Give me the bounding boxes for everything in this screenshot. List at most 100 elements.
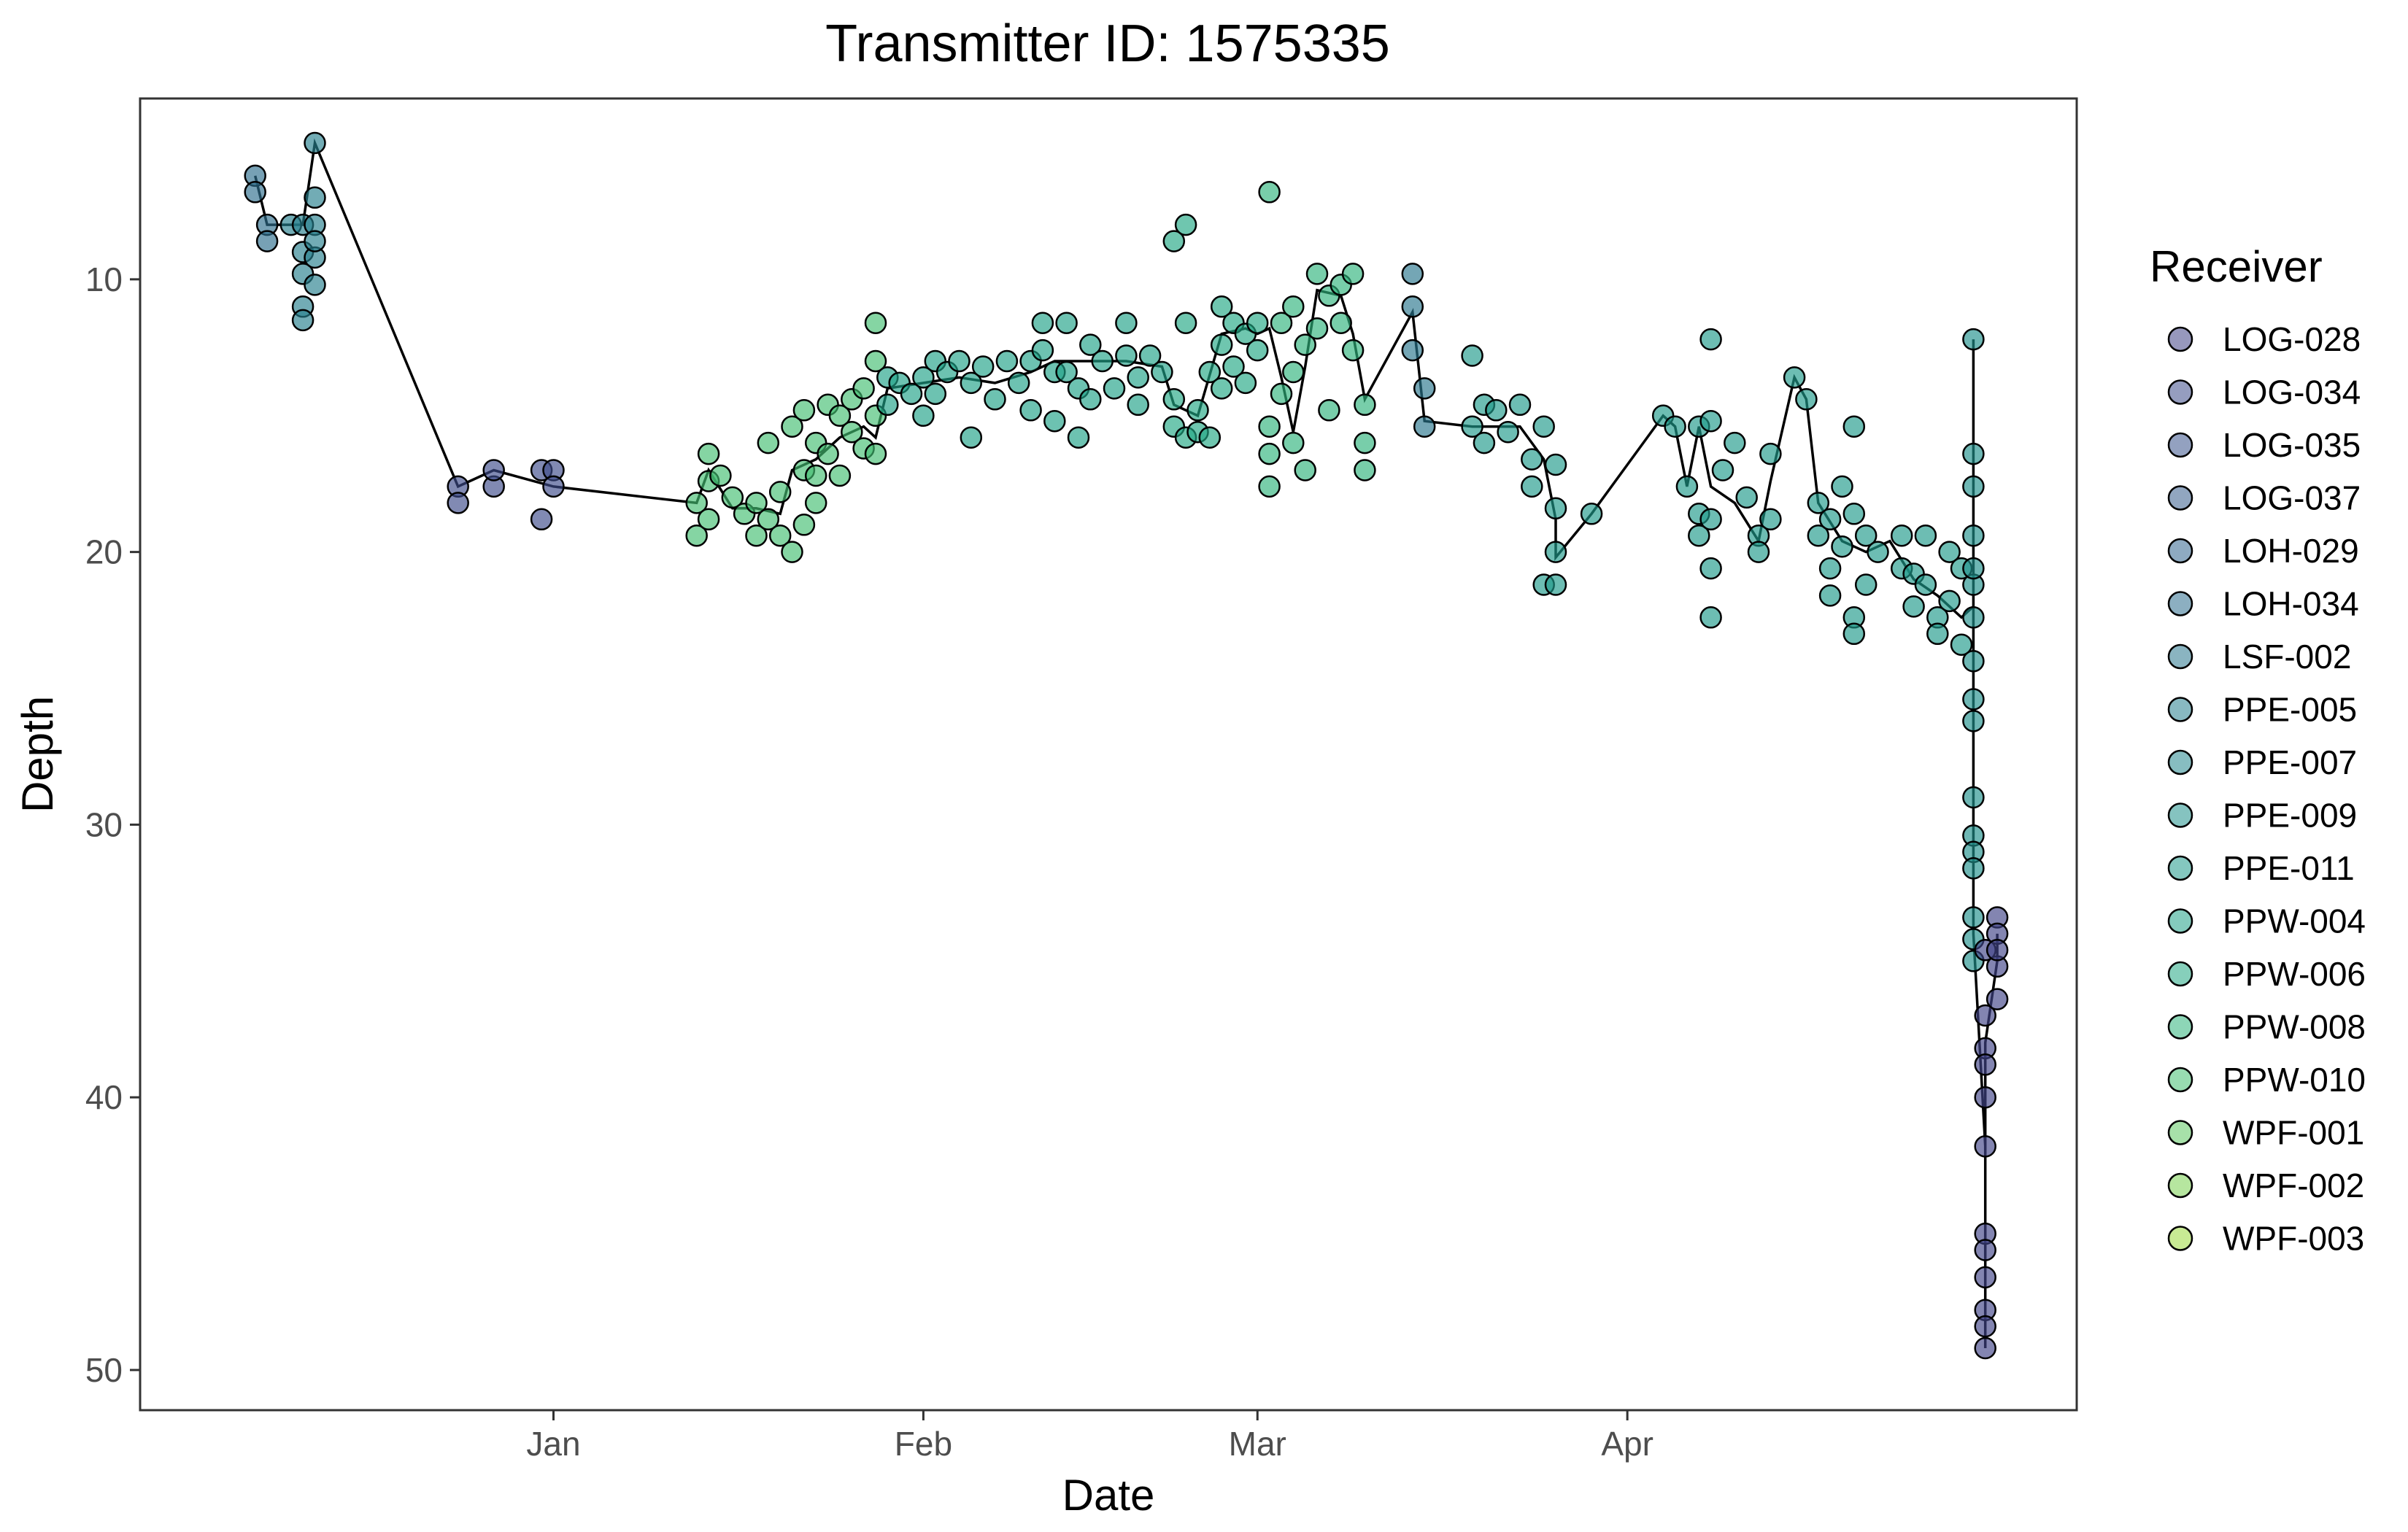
detection-point <box>864 349 887 373</box>
detection-point <box>1735 486 1758 509</box>
detection-point <box>685 492 708 514</box>
detection-point <box>1019 399 1042 422</box>
detection-point <box>1174 312 1197 334</box>
detection-point <box>1270 382 1293 406</box>
detection-point <box>1842 622 1866 646</box>
detection-point <box>1079 333 1102 356</box>
legend-item-loh-029: LOH-029 <box>2167 532 2359 570</box>
detection-point <box>1724 431 1746 454</box>
detection-point <box>1544 541 1567 563</box>
legend-item-ppe-005: PPE-005 <box>2167 691 2357 729</box>
detection-point <box>1747 541 1770 563</box>
series-ppe-011 <box>1461 328 1973 656</box>
legend-item-ppe-011: PPE-011 <box>2167 849 2355 887</box>
series-log-028 <box>1974 906 2009 1360</box>
legend-key <box>2167 1226 2193 1251</box>
detection-point <box>1818 584 1842 607</box>
detection-point <box>1818 508 1842 531</box>
detection-point <box>792 399 816 422</box>
detection-point <box>304 186 326 209</box>
detection-point <box>852 377 875 400</box>
detection-point <box>1974 1336 1996 1360</box>
detection-point <box>1974 1086 1996 1109</box>
legend-label: PPW-008 <box>2223 1008 2366 1046</box>
detection-point <box>1055 312 1078 334</box>
detection-point <box>1974 1053 1996 1076</box>
detection-point <box>291 309 314 332</box>
legend-key <box>2167 1172 2193 1199</box>
detection-point <box>1341 338 1365 362</box>
legend-key <box>2167 697 2193 722</box>
detection-point <box>817 442 839 465</box>
legend-item-ppw-008: PPW-008 <box>2167 1008 2366 1046</box>
y-axis-title: Depth <box>13 696 62 813</box>
detection-point <box>1842 503 1866 525</box>
detection-point <box>304 274 326 296</box>
detection-point <box>1031 312 1054 334</box>
detection-point <box>1544 573 1567 596</box>
detection-point <box>1831 535 1853 558</box>
x-tick-label: Feb <box>895 1425 952 1463</box>
detection-point <box>1043 409 1066 433</box>
legend-label: LOG-037 <box>2223 479 2361 517</box>
series-ppw-008 <box>1258 181 1376 498</box>
legend-label: PPE-005 <box>2223 691 2357 729</box>
detection-point <box>1151 360 1173 384</box>
detection-point <box>1974 1135 1996 1158</box>
detection-point <box>984 388 1006 411</box>
legend-key <box>2167 485 2193 511</box>
detection-point <box>804 464 827 487</box>
legend-item-wpf-002: WPF-002 <box>2167 1167 2364 1204</box>
detection-point <box>1962 606 1985 629</box>
detection-point <box>1962 524 1985 547</box>
detection-point <box>1246 338 1269 362</box>
detection-point <box>757 431 780 454</box>
detection-point <box>1962 786 1985 809</box>
detection-point <box>1699 409 1722 433</box>
legend-item-ppw-010: PPW-010 <box>2167 1061 2366 1099</box>
detection-point <box>1759 508 1782 531</box>
legend-item-log-035: LOG-035 <box>2167 426 2361 464</box>
detection-point <box>1675 475 1699 498</box>
legend-key <box>2167 1120 2193 1145</box>
detection-point <box>1413 377 1436 400</box>
detection-point <box>1198 426 1222 449</box>
legend-key <box>2167 643 2193 670</box>
x-tick-label: Apr <box>1601 1425 1653 1463</box>
detection-point <box>1162 230 1186 252</box>
detection-point <box>1831 475 1853 498</box>
detection-point <box>482 459 505 481</box>
detection-point <box>1914 573 1937 596</box>
series-loh-034 <box>244 164 279 252</box>
detection-point <box>841 420 863 444</box>
plot-area <box>244 131 2009 1360</box>
detection-point <box>1854 524 1878 547</box>
detection-point <box>1270 312 1293 334</box>
y-tick-label: 40 <box>85 1078 123 1116</box>
y-tick-label: 10 <box>85 260 123 298</box>
detection-point <box>995 349 1019 373</box>
detection-point <box>1305 317 1329 340</box>
detection-point <box>1818 557 1842 580</box>
legend-item-ppe-007: PPE-007 <box>2167 743 2357 781</box>
detection-point <box>1198 360 1222 384</box>
detection-point <box>1962 328 1985 351</box>
series-log-034 <box>447 459 565 531</box>
legend-label: LOG-035 <box>2223 426 2361 464</box>
detection-point <box>1413 415 1436 438</box>
detection-point <box>828 404 852 428</box>
legend-item-log-028: LOG-028 <box>2167 320 2361 358</box>
detection-point <box>1938 541 1961 563</box>
detection-point <box>1508 393 1532 417</box>
detection-point <box>1807 524 1830 547</box>
detection-point <box>876 393 899 417</box>
detection-point <box>1521 475 1543 498</box>
detection-point <box>960 426 983 449</box>
legend-label: LSF-002 <box>2223 638 2351 676</box>
legend-item-log-037: LOG-037 <box>2167 479 2361 517</box>
detection-point <box>1473 431 1496 454</box>
legend: Receiver LOG-028 LOG-034 LOG-035 LOG-037 LOH… <box>2150 242 2366 1258</box>
detection-point <box>1926 622 1949 646</box>
x-axis: Jan Feb Mar Apr <box>526 1410 1653 1463</box>
